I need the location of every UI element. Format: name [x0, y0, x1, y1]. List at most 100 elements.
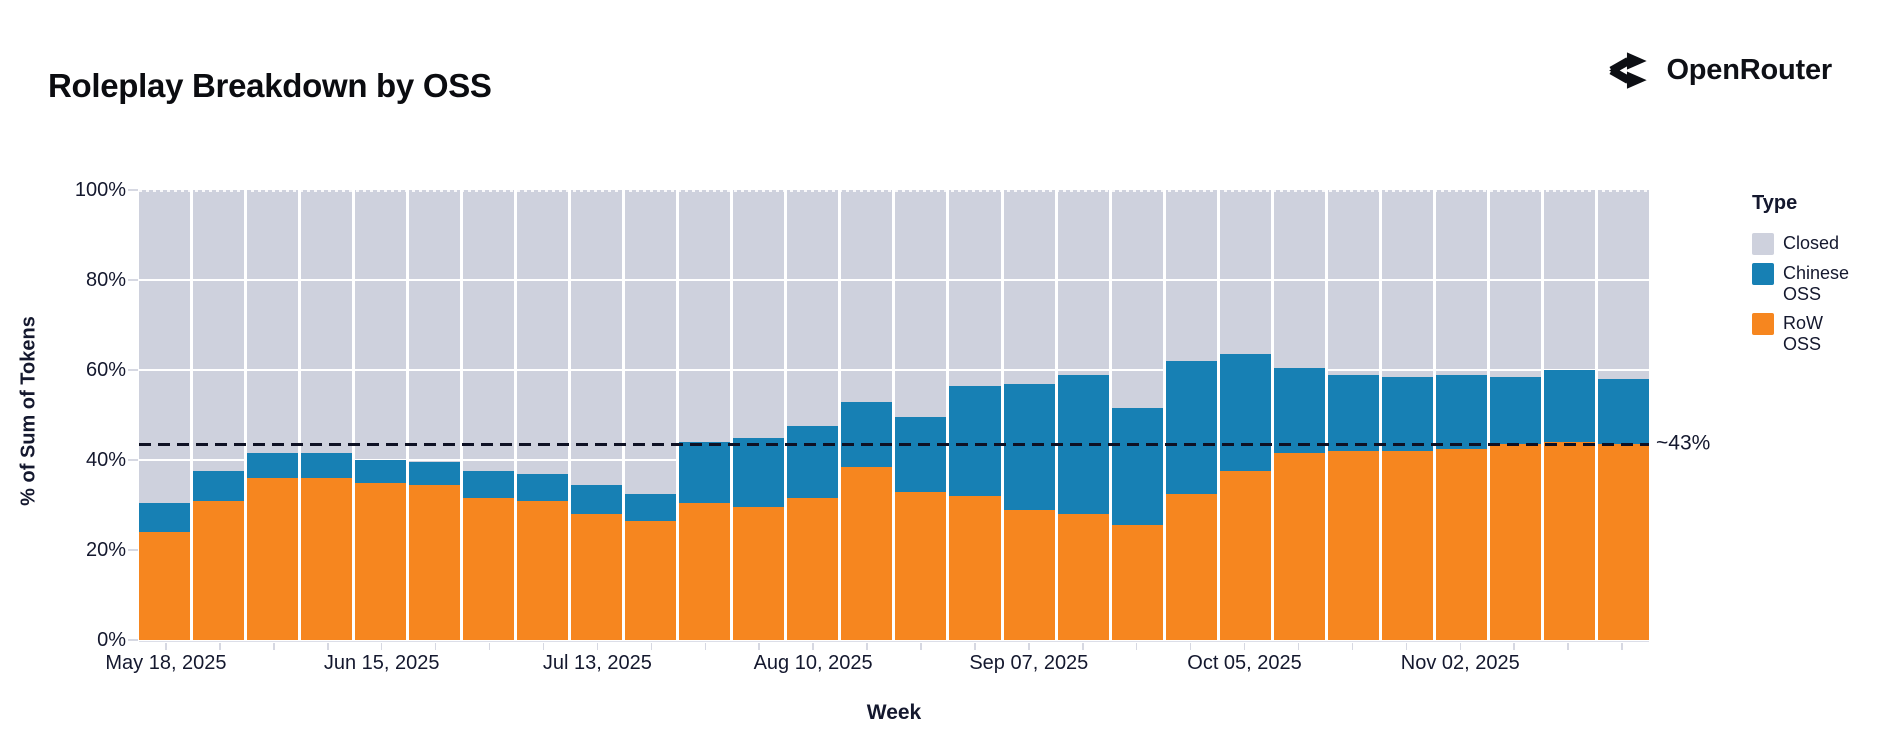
- legend-item-chinese-oss[interactable]: Chinese OSS: [1752, 263, 1872, 305]
- bar-segment-row-oss[interactable]: [1165, 493, 1217, 640]
- bar-segment-row-oss[interactable]: [787, 498, 839, 640]
- bar-segment-chinese-oss[interactable]: [1543, 370, 1595, 442]
- bar-week: [625, 190, 677, 640]
- bar-segment-row-oss[interactable]: [193, 500, 245, 640]
- bar-segment-chinese-oss[interactable]: [1111, 408, 1163, 526]
- bar-segment-row-oss[interactable]: [139, 532, 191, 640]
- reference-line-label: ~43%: [1656, 431, 1711, 455]
- x-tick-mark: [380, 643, 383, 650]
- bar-segment-chinese-oss[interactable]: [193, 471, 245, 501]
- x-tick-mark: [596, 643, 599, 650]
- bar-segment-row-oss[interactable]: [1489, 444, 1541, 640]
- bar-segment-chinese-oss[interactable]: [679, 442, 731, 503]
- y-tick-mark: [128, 189, 138, 191]
- bar-week: [139, 190, 191, 640]
- openrouter-brand: OpenRouter: [1604, 45, 1832, 95]
- bar-segment-row-oss[interactable]: [1111, 525, 1163, 640]
- bar-segment-row-oss[interactable]: [1327, 451, 1379, 640]
- x-tick-mark: [1243, 643, 1246, 650]
- bar-segment-chinese-oss[interactable]: [139, 502, 191, 532]
- bar-week: [193, 190, 245, 640]
- bar-week: [1381, 190, 1433, 640]
- x-axis-title: Week: [866, 701, 922, 724]
- bar-week: [301, 190, 353, 640]
- bar-segment-chinese-oss[interactable]: [1003, 383, 1055, 510]
- bar-segment-row-oss[interactable]: [247, 478, 299, 640]
- bar-segment-row-oss[interactable]: [1381, 451, 1433, 640]
- bar-segment-row-oss[interactable]: [895, 491, 947, 640]
- y-tick-label-0: 0%: [97, 629, 126, 651]
- top-gridline: [139, 190, 1649, 192]
- x-tick-mark: [542, 643, 545, 650]
- bar-segment-chinese-oss[interactable]: [247, 453, 299, 478]
- x-tick-mark: [812, 643, 814, 650]
- bar-segment-chinese-oss[interactable]: [463, 471, 515, 499]
- bar-segment-chinese-oss[interactable]: [787, 426, 839, 499]
- x-tick-mark: [1189, 643, 1192, 650]
- legend-label: Closed: [1783, 233, 1840, 253]
- bar-segment-row-oss[interactable]: [301, 478, 353, 640]
- bar-segment-row-oss[interactable]: [841, 466, 893, 640]
- bar-segment-row-oss[interactable]: [571, 514, 623, 640]
- x-tick-mark: [434, 643, 437, 650]
- bar-week: [355, 190, 407, 640]
- x-tick-label: Oct 05, 2025: [1187, 652, 1302, 674]
- legend-item-row-oss[interactable]: RoW OSS: [1752, 313, 1872, 355]
- x-tick-mark: [1567, 643, 1569, 650]
- bar-segment-chinese-oss[interactable]: [301, 453, 353, 478]
- bar-segment-row-oss[interactable]: [463, 498, 515, 640]
- bar-segment-chinese-oss[interactable]: [409, 462, 461, 485]
- bar-segment-chinese-oss[interactable]: [733, 437, 785, 508]
- bar-segment-row-oss[interactable]: [625, 520, 677, 640]
- bar-segment-chinese-oss[interactable]: [355, 460, 407, 483]
- x-tick-mark: [219, 643, 221, 650]
- bar-segment-chinese-oss[interactable]: [1327, 374, 1379, 451]
- bar-week: [1219, 190, 1271, 640]
- bar-segment-chinese-oss[interactable]: [1273, 367, 1325, 454]
- bar-segment-row-oss[interactable]: [1273, 453, 1325, 640]
- bar-segment-chinese-oss[interactable]: [571, 484, 623, 514]
- y-axis-tick-labels: 0% 20% 40% 60% 80% 100%: [0, 179, 126, 651]
- bar-segment-chinese-oss[interactable]: [517, 473, 569, 501]
- gridline-60: [139, 369, 1649, 371]
- bar-week: [895, 190, 947, 640]
- x-tick-mark: [1405, 643, 1408, 650]
- legend-item-closed[interactable]: Closed: [1752, 233, 1872, 255]
- x-tick-mark: [165, 643, 167, 650]
- y-tick-mark: [128, 639, 138, 641]
- x-tick-mark: [650, 643, 653, 650]
- bar-week: [1435, 190, 1487, 640]
- bar-segment-row-oss[interactable]: [517, 500, 569, 640]
- bar-segment-chinese-oss[interactable]: [949, 385, 1001, 496]
- bar-week: [247, 190, 299, 640]
- bar-segment-row-oss[interactable]: [1003, 509, 1055, 640]
- bar-segment-row-oss[interactable]: [1219, 471, 1271, 640]
- y-tick-mark: [128, 279, 138, 281]
- bar-segment-chinese-oss[interactable]: [625, 493, 677, 521]
- bar-segment-row-oss[interactable]: [679, 502, 731, 640]
- bar-segment-row-oss[interactable]: [1435, 448, 1487, 640]
- bar-segment-row-oss[interactable]: [1057, 514, 1109, 640]
- bar-segment-chinese-oss[interactable]: [895, 417, 947, 492]
- x-tick-mark: [273, 643, 275, 650]
- bar-segment-row-oss[interactable]: [949, 496, 1001, 640]
- bar-segment-chinese-oss[interactable]: [1165, 361, 1217, 494]
- openrouter-logo-text: OpenRouter: [1666, 53, 1832, 86]
- x-tick-mark: [1459, 643, 1461, 650]
- bar-segment-chinese-oss[interactable]: [1435, 374, 1487, 449]
- y-axis-ticks: [128, 189, 138, 641]
- bar-segment-row-oss[interactable]: [409, 484, 461, 640]
- bar-segment-chinese-oss[interactable]: [1219, 354, 1271, 472]
- bar-segment-chinese-oss[interactable]: [841, 401, 893, 467]
- bar-segment-chinese-oss[interactable]: [1597, 379, 1649, 445]
- bar-segment-row-oss[interactable]: [733, 507, 785, 640]
- bar-segment-row-oss[interactable]: [1543, 442, 1595, 640]
- bar-segment-row-oss[interactable]: [1597, 444, 1649, 640]
- bar-segment-row-oss[interactable]: [355, 482, 407, 640]
- x-tick-mark: [1082, 643, 1084, 650]
- bar-week: [1489, 190, 1541, 640]
- bar-segment-chinese-oss[interactable]: [1381, 376, 1433, 451]
- bar-segment-chinese-oss[interactable]: [1489, 376, 1541, 445]
- x-tick-mark: [866, 643, 868, 650]
